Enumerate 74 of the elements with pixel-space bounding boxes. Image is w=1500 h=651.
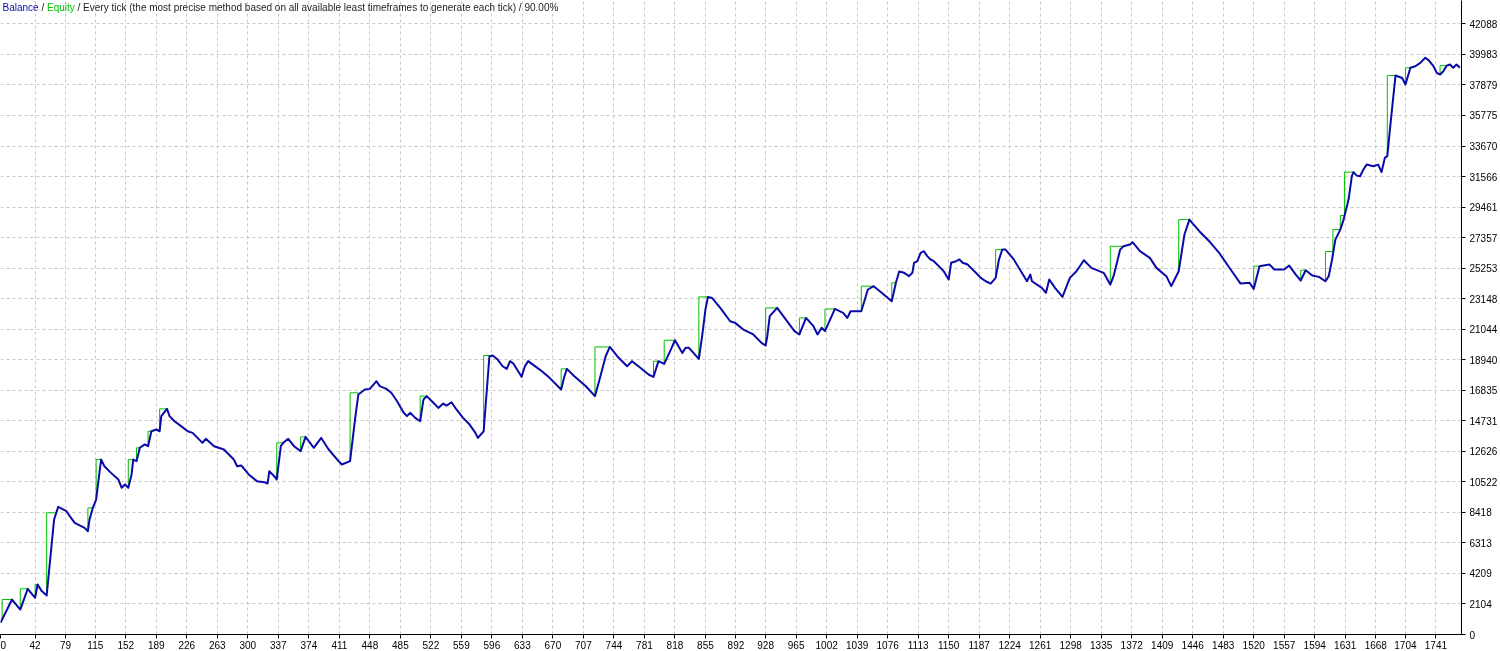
- x-tick-label: 79: [60, 639, 72, 651]
- y-tick-label: 23148: [1469, 293, 1498, 305]
- x-tick-label: 189: [147, 639, 166, 651]
- x-tick-label: 1631: [1334, 639, 1357, 651]
- x-tick-label: 633: [514, 639, 532, 651]
- x-tick-label: 1668: [1364, 639, 1388, 651]
- y-tick-label: 2104: [1469, 598, 1493, 610]
- x-tick-label: 1520: [1242, 639, 1266, 651]
- x-tick-label: 0: [0, 639, 7, 651]
- y-tick-label: 4209: [1469, 568, 1493, 580]
- x-tick-label: 1113: [907, 639, 929, 651]
- text: Balance: [2, 1, 40, 13]
- y-tick-label: 27357: [1469, 232, 1498, 244]
- x-tick-label: 1261: [1029, 639, 1052, 651]
- y-tick-label: 21044: [1469, 324, 1498, 336]
- x-tick-label: 1594: [1303, 639, 1327, 651]
- x-tick-label: 818: [666, 639, 684, 651]
- y-tick-label: 6313: [1469, 537, 1493, 549]
- x-tick-label: 1298: [1059, 639, 1083, 651]
- y-tick-label: 18940: [1469, 354, 1498, 366]
- y-tick-label: 37879: [1469, 79, 1498, 91]
- x-tick-label: 1704: [1394, 639, 1417, 651]
- chart-title: Every tick (the most precise method based on all available least timeframes to generate each tick) / 90.00%: [83, 1, 559, 13]
- x-tick-label: 1335: [1090, 639, 1113, 651]
- annotation: /: [41, 1, 45, 13]
- x-tick-label: 1076: [876, 639, 900, 651]
- y-tick-label: 12626: [1469, 446, 1498, 458]
- x-tick-label: 42: [29, 639, 42, 651]
- y-tick-label: 29461: [1469, 202, 1498, 214]
- y-tick-label: 16835: [1469, 385, 1498, 397]
- y-tick-label: 14731: [1469, 415, 1498, 427]
- x-tick-label: 1446: [1181, 639, 1205, 651]
- x-tick-label: 485: [392, 639, 410, 651]
- x-tick-label: 670: [544, 639, 562, 651]
- x-tick-label: 892: [727, 639, 745, 651]
- x-tick-label: 448: [361, 639, 379, 651]
- x-tick-label: 559: [453, 639, 471, 651]
- x-tick-label: 1409: [1151, 639, 1174, 651]
- x-tick-label: 300: [239, 639, 257, 651]
- x-tick-label: 1039: [846, 639, 869, 651]
- x-tick-label: 411: [331, 639, 348, 651]
- y-tick-label: 8418: [1469, 507, 1493, 519]
- y-tick-label: 0: [1469, 629, 1476, 641]
- x-tick-label: 152: [117, 639, 135, 651]
- x-tick-label: 744: [605, 639, 623, 651]
- x-tick-label: 374: [300, 639, 318, 651]
- x-tick-label: 707: [575, 639, 593, 651]
- y-tick-label: 33670: [1469, 141, 1498, 153]
- x-tick-label: 226: [178, 639, 196, 651]
- x-tick-label: 596: [483, 639, 501, 651]
- x-tick-label: 115: [87, 639, 104, 651]
- x-tick-label: 1224: [998, 639, 1022, 651]
- x-tick-label: 928: [757, 639, 775, 651]
- y-tick-label: 42088: [1469, 18, 1498, 30]
- x-tick-label: 1002: [815, 639, 839, 651]
- x-tick-label: 337: [270, 639, 288, 651]
- x-tick-label: 1372: [1120, 639, 1144, 651]
- y-tick-label: 35775: [1469, 110, 1498, 122]
- x-tick-label: 522: [422, 639, 440, 651]
- text: Equity: [46, 1, 75, 13]
- y-tick-label: 31566: [1469, 171, 1498, 183]
- x-tick-label: 1187: [968, 639, 991, 651]
- x-tick-label: 855: [697, 639, 715, 651]
- x-tick-label: 781: [636, 639, 654, 651]
- y-tick-label: 39983: [1469, 49, 1498, 61]
- x-tick-label: 1741: [1424, 639, 1448, 651]
- x-tick-label: 263: [209, 639, 227, 651]
- x-tick-label: 1483: [1212, 639, 1235, 651]
- y-tick-label: 10522: [1469, 476, 1498, 488]
- annotation: /: [77, 1, 81, 13]
- x-tick-label: 965: [787, 639, 805, 651]
- x-tick-label: 1150: [937, 639, 960, 651]
- x-tick-label: 1557: [1273, 639, 1296, 651]
- y-tick-label: 25253: [1469, 263, 1498, 275]
